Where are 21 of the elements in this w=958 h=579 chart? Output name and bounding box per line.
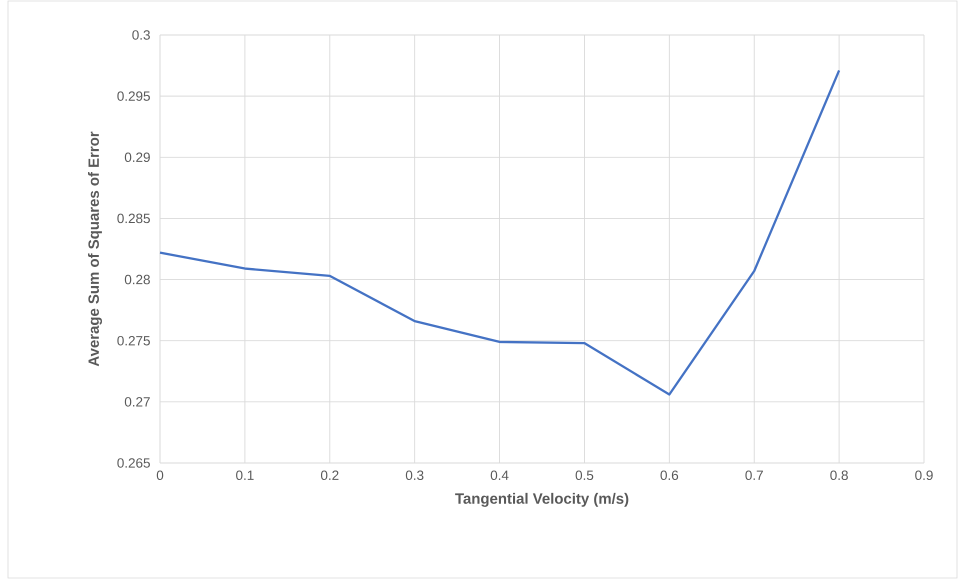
x-axis-title: Tangential Velocity (m/s) bbox=[455, 492, 628, 507]
line-series bbox=[158, 69, 840, 396]
x-tick-label: 0.5 bbox=[576, 470, 594, 480]
y-tick-label: 0.3 bbox=[132, 30, 150, 40]
x-tick-label: 0.4 bbox=[490, 470, 509, 480]
y-tick-label: 0.285 bbox=[117, 214, 150, 224]
y-tick-label: 0.29 bbox=[124, 152, 150, 162]
x-tick-label: 0.8 bbox=[830, 470, 848, 480]
y-axis-title: Average Sum of Squares of Error bbox=[88, 132, 102, 366]
x-tick-label: 0.3 bbox=[406, 470, 424, 480]
y-tick-label: 0.295 bbox=[117, 91, 150, 101]
x-tick-label: 0.7 bbox=[745, 470, 763, 480]
y-tick-label: 0.27 bbox=[124, 397, 150, 407]
y-tick-label: 0.28 bbox=[124, 274, 150, 284]
x-tick-label: 0 bbox=[156, 470, 164, 480]
x-tick-label: 0.2 bbox=[320, 470, 338, 480]
y-tick-label: 0.275 bbox=[117, 336, 150, 346]
x-tick-label: 0.6 bbox=[660, 470, 678, 480]
y-tick-label: 0.265 bbox=[117, 458, 150, 468]
x-tick-label: 0.1 bbox=[236, 470, 254, 480]
x-tick-label: 0.9 bbox=[915, 470, 933, 480]
